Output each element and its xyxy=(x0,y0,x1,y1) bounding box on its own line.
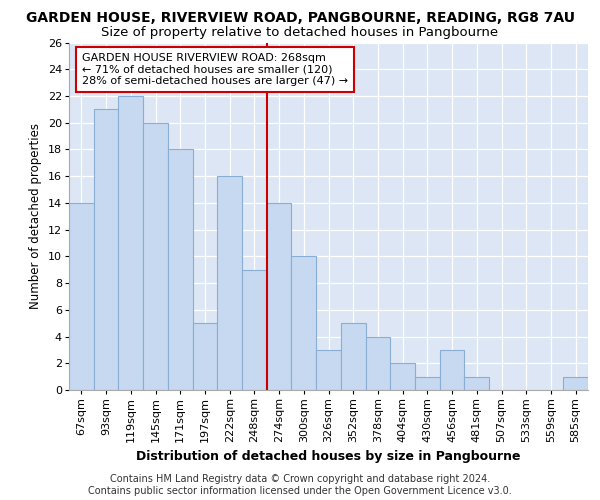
Bar xyxy=(341,323,365,390)
Text: GARDEN HOUSE RIVERVIEW ROAD: 268sqm
← 71% of detached houses are smaller (120)
2: GARDEN HOUSE RIVERVIEW ROAD: 268sqm ← 71… xyxy=(82,53,348,86)
Bar xyxy=(292,256,316,390)
Bar xyxy=(415,376,440,390)
Bar xyxy=(143,122,168,390)
Text: Contains HM Land Registry data © Crown copyright and database right 2024.
Contai: Contains HM Land Registry data © Crown c… xyxy=(88,474,512,496)
Bar xyxy=(390,364,415,390)
Bar xyxy=(217,176,242,390)
Bar xyxy=(94,110,118,390)
Bar xyxy=(464,376,489,390)
Bar xyxy=(440,350,464,390)
Bar xyxy=(242,270,267,390)
Text: Size of property relative to detached houses in Pangbourne: Size of property relative to detached ho… xyxy=(101,26,499,39)
X-axis label: Distribution of detached houses by size in Pangbourne: Distribution of detached houses by size … xyxy=(136,450,521,464)
Bar xyxy=(193,323,217,390)
Bar xyxy=(118,96,143,390)
Text: GARDEN HOUSE, RIVERVIEW ROAD, PANGBOURNE, READING, RG8 7AU: GARDEN HOUSE, RIVERVIEW ROAD, PANGBOURNE… xyxy=(25,12,575,26)
Bar xyxy=(267,203,292,390)
Bar xyxy=(365,336,390,390)
Bar xyxy=(316,350,341,390)
Bar xyxy=(69,203,94,390)
Bar xyxy=(563,376,588,390)
Bar xyxy=(168,150,193,390)
Y-axis label: Number of detached properties: Number of detached properties xyxy=(29,123,42,309)
